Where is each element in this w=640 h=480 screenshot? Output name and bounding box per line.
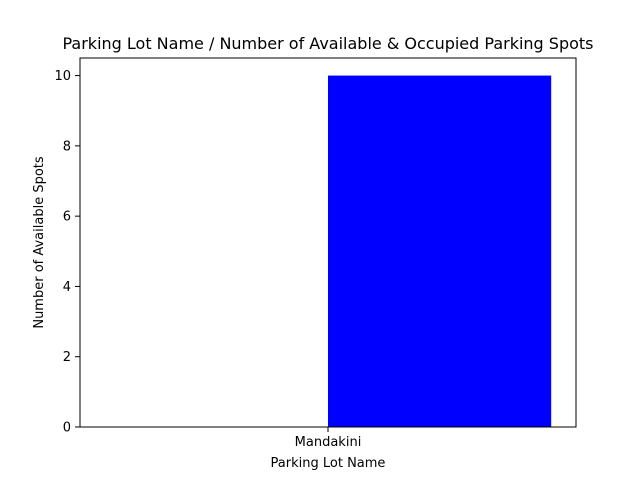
bars-layer [328,75,552,428]
x-axis-label: Parking Lot Name [271,456,386,471]
y-tick-label: 0 [63,421,71,436]
chart-title: Parking Lot Name / Number of Available &… [62,34,593,53]
y-tick-label: 2 [63,350,71,365]
y-tick-label: 4 [63,280,71,295]
y-axis-ticks: 0 2 4 6 8 10 [54,69,80,436]
y-tick-label: 6 [63,210,71,225]
x-tick-label: Mandakini [295,435,362,450]
y-axis-label: Number of Available Spots [32,156,47,329]
bar-mandakini [328,75,552,428]
y-tick-label: 10 [54,69,71,84]
x-axis-ticks: Mandakini [295,427,362,450]
y-tick-label: 8 [63,139,71,154]
